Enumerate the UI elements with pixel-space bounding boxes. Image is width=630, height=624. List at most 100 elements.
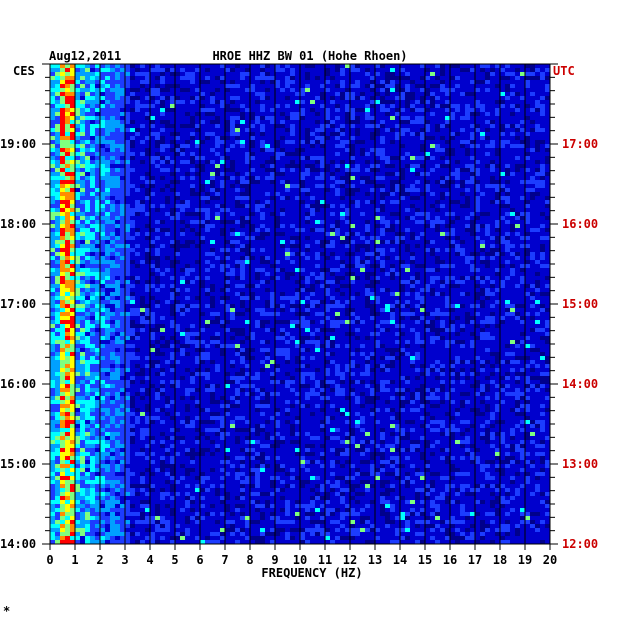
heatmap-cell xyxy=(340,208,345,212)
heatmap-cell xyxy=(195,140,200,144)
heatmap-cell xyxy=(280,80,285,84)
heatmap-cell xyxy=(305,112,310,116)
heatmap-cell xyxy=(325,228,330,232)
heatmap-cell xyxy=(400,172,405,176)
heatmap-cell xyxy=(280,144,285,148)
heatmap-cell xyxy=(125,180,130,184)
heatmap-cell xyxy=(245,228,250,232)
heatmap-cell xyxy=(230,76,235,80)
heatmap-cell xyxy=(190,140,195,144)
heatmap-cell xyxy=(140,204,145,208)
heatmap-cell xyxy=(195,248,200,252)
heatmap-cell xyxy=(105,120,110,124)
heatmap-cell xyxy=(270,72,275,76)
heatmap-cell xyxy=(135,216,140,220)
heatmap-cell xyxy=(150,100,155,104)
heatmap-cell xyxy=(220,164,225,168)
heatmap-cell xyxy=(495,84,500,88)
heatmap-cell xyxy=(150,116,155,120)
heatmap-cell xyxy=(425,176,430,180)
heatmap-cell xyxy=(195,164,200,168)
heatmap-cell xyxy=(215,144,220,148)
heatmap-cell xyxy=(180,140,185,144)
heatmap-cell xyxy=(310,252,315,256)
heatmap-cell xyxy=(70,112,75,116)
heatmap-cell xyxy=(155,208,160,212)
heatmap-cell xyxy=(515,116,520,120)
heatmap-cell xyxy=(370,152,375,156)
heatmap-cell xyxy=(545,172,550,176)
heatmap-cell xyxy=(125,240,130,244)
heatmap-cell xyxy=(445,64,450,68)
heatmap-cell xyxy=(480,224,485,228)
heatmap-cell xyxy=(330,104,335,108)
heatmap-cell xyxy=(75,108,80,112)
heatmap-cell xyxy=(105,96,110,100)
heatmap-cell xyxy=(545,204,550,208)
heatmap-cell xyxy=(505,136,510,140)
heatmap-cell xyxy=(280,220,285,224)
heatmap-cell xyxy=(145,216,150,220)
heatmap-cell xyxy=(70,72,75,76)
heatmap-cell xyxy=(150,204,155,208)
heatmap-cell xyxy=(290,156,295,160)
heatmap-cell xyxy=(125,76,130,80)
heatmap-cell xyxy=(390,148,395,152)
heatmap-cell xyxy=(305,124,310,128)
heatmap-cell xyxy=(425,132,430,136)
heatmap-cell xyxy=(265,84,270,88)
heatmap-cell xyxy=(340,140,345,144)
heatmap-cell xyxy=(295,180,300,184)
heatmap-cell xyxy=(480,160,485,164)
heatmap-cell xyxy=(200,180,205,184)
heatmap-cell xyxy=(230,128,235,132)
heatmap-cell xyxy=(540,64,545,68)
heatmap-cell xyxy=(480,96,485,100)
heatmap-cell xyxy=(385,256,390,260)
heatmap-cell xyxy=(305,136,310,140)
heatmap-cell xyxy=(395,168,400,172)
heatmap-cell xyxy=(545,136,550,140)
heatmap-cell xyxy=(465,92,470,96)
heatmap-cell xyxy=(330,84,335,88)
heatmap-cell xyxy=(220,148,225,152)
heatmap-cell xyxy=(280,168,285,172)
heatmap-cell xyxy=(435,156,440,160)
heatmap-cell xyxy=(165,136,170,140)
heatmap-cell xyxy=(400,180,405,184)
heatmap-cell xyxy=(175,172,180,176)
heatmap-cell xyxy=(320,164,325,168)
heatmap-cell xyxy=(245,156,250,160)
heatmap-cell xyxy=(115,124,120,128)
heatmap-cell xyxy=(55,172,60,176)
heatmap-cell xyxy=(65,244,70,248)
heatmap-cell xyxy=(215,84,220,88)
heatmap-cell xyxy=(150,140,155,144)
heatmap-cell xyxy=(315,64,320,68)
heatmap-cell xyxy=(450,208,455,212)
heatmap-cell xyxy=(395,136,400,140)
heatmap-cell xyxy=(390,248,395,252)
heatmap-cell xyxy=(255,200,260,204)
heatmap-cell xyxy=(295,168,300,172)
heatmap-cell xyxy=(395,184,400,188)
heatmap-cell xyxy=(200,100,205,104)
heatmap-cell xyxy=(190,200,195,204)
heatmap-cell xyxy=(500,132,505,136)
heatmap-cell xyxy=(245,172,250,176)
heatmap-cell xyxy=(315,128,320,132)
heatmap-cell xyxy=(170,240,175,244)
heatmap-cell xyxy=(430,228,435,232)
heatmap-cell xyxy=(250,88,255,92)
heatmap-cell xyxy=(545,76,550,80)
heatmap-cell xyxy=(280,84,285,88)
heatmap-cell xyxy=(180,252,185,256)
heatmap-cell xyxy=(90,120,95,124)
heatmap-cell xyxy=(515,112,520,116)
heatmap-cell xyxy=(250,220,255,224)
heatmap-cell xyxy=(480,172,485,176)
heatmap-cell xyxy=(270,132,275,136)
heatmap-cell xyxy=(235,148,240,152)
heatmap-cell xyxy=(250,240,255,244)
heatmap-cell xyxy=(170,120,175,124)
